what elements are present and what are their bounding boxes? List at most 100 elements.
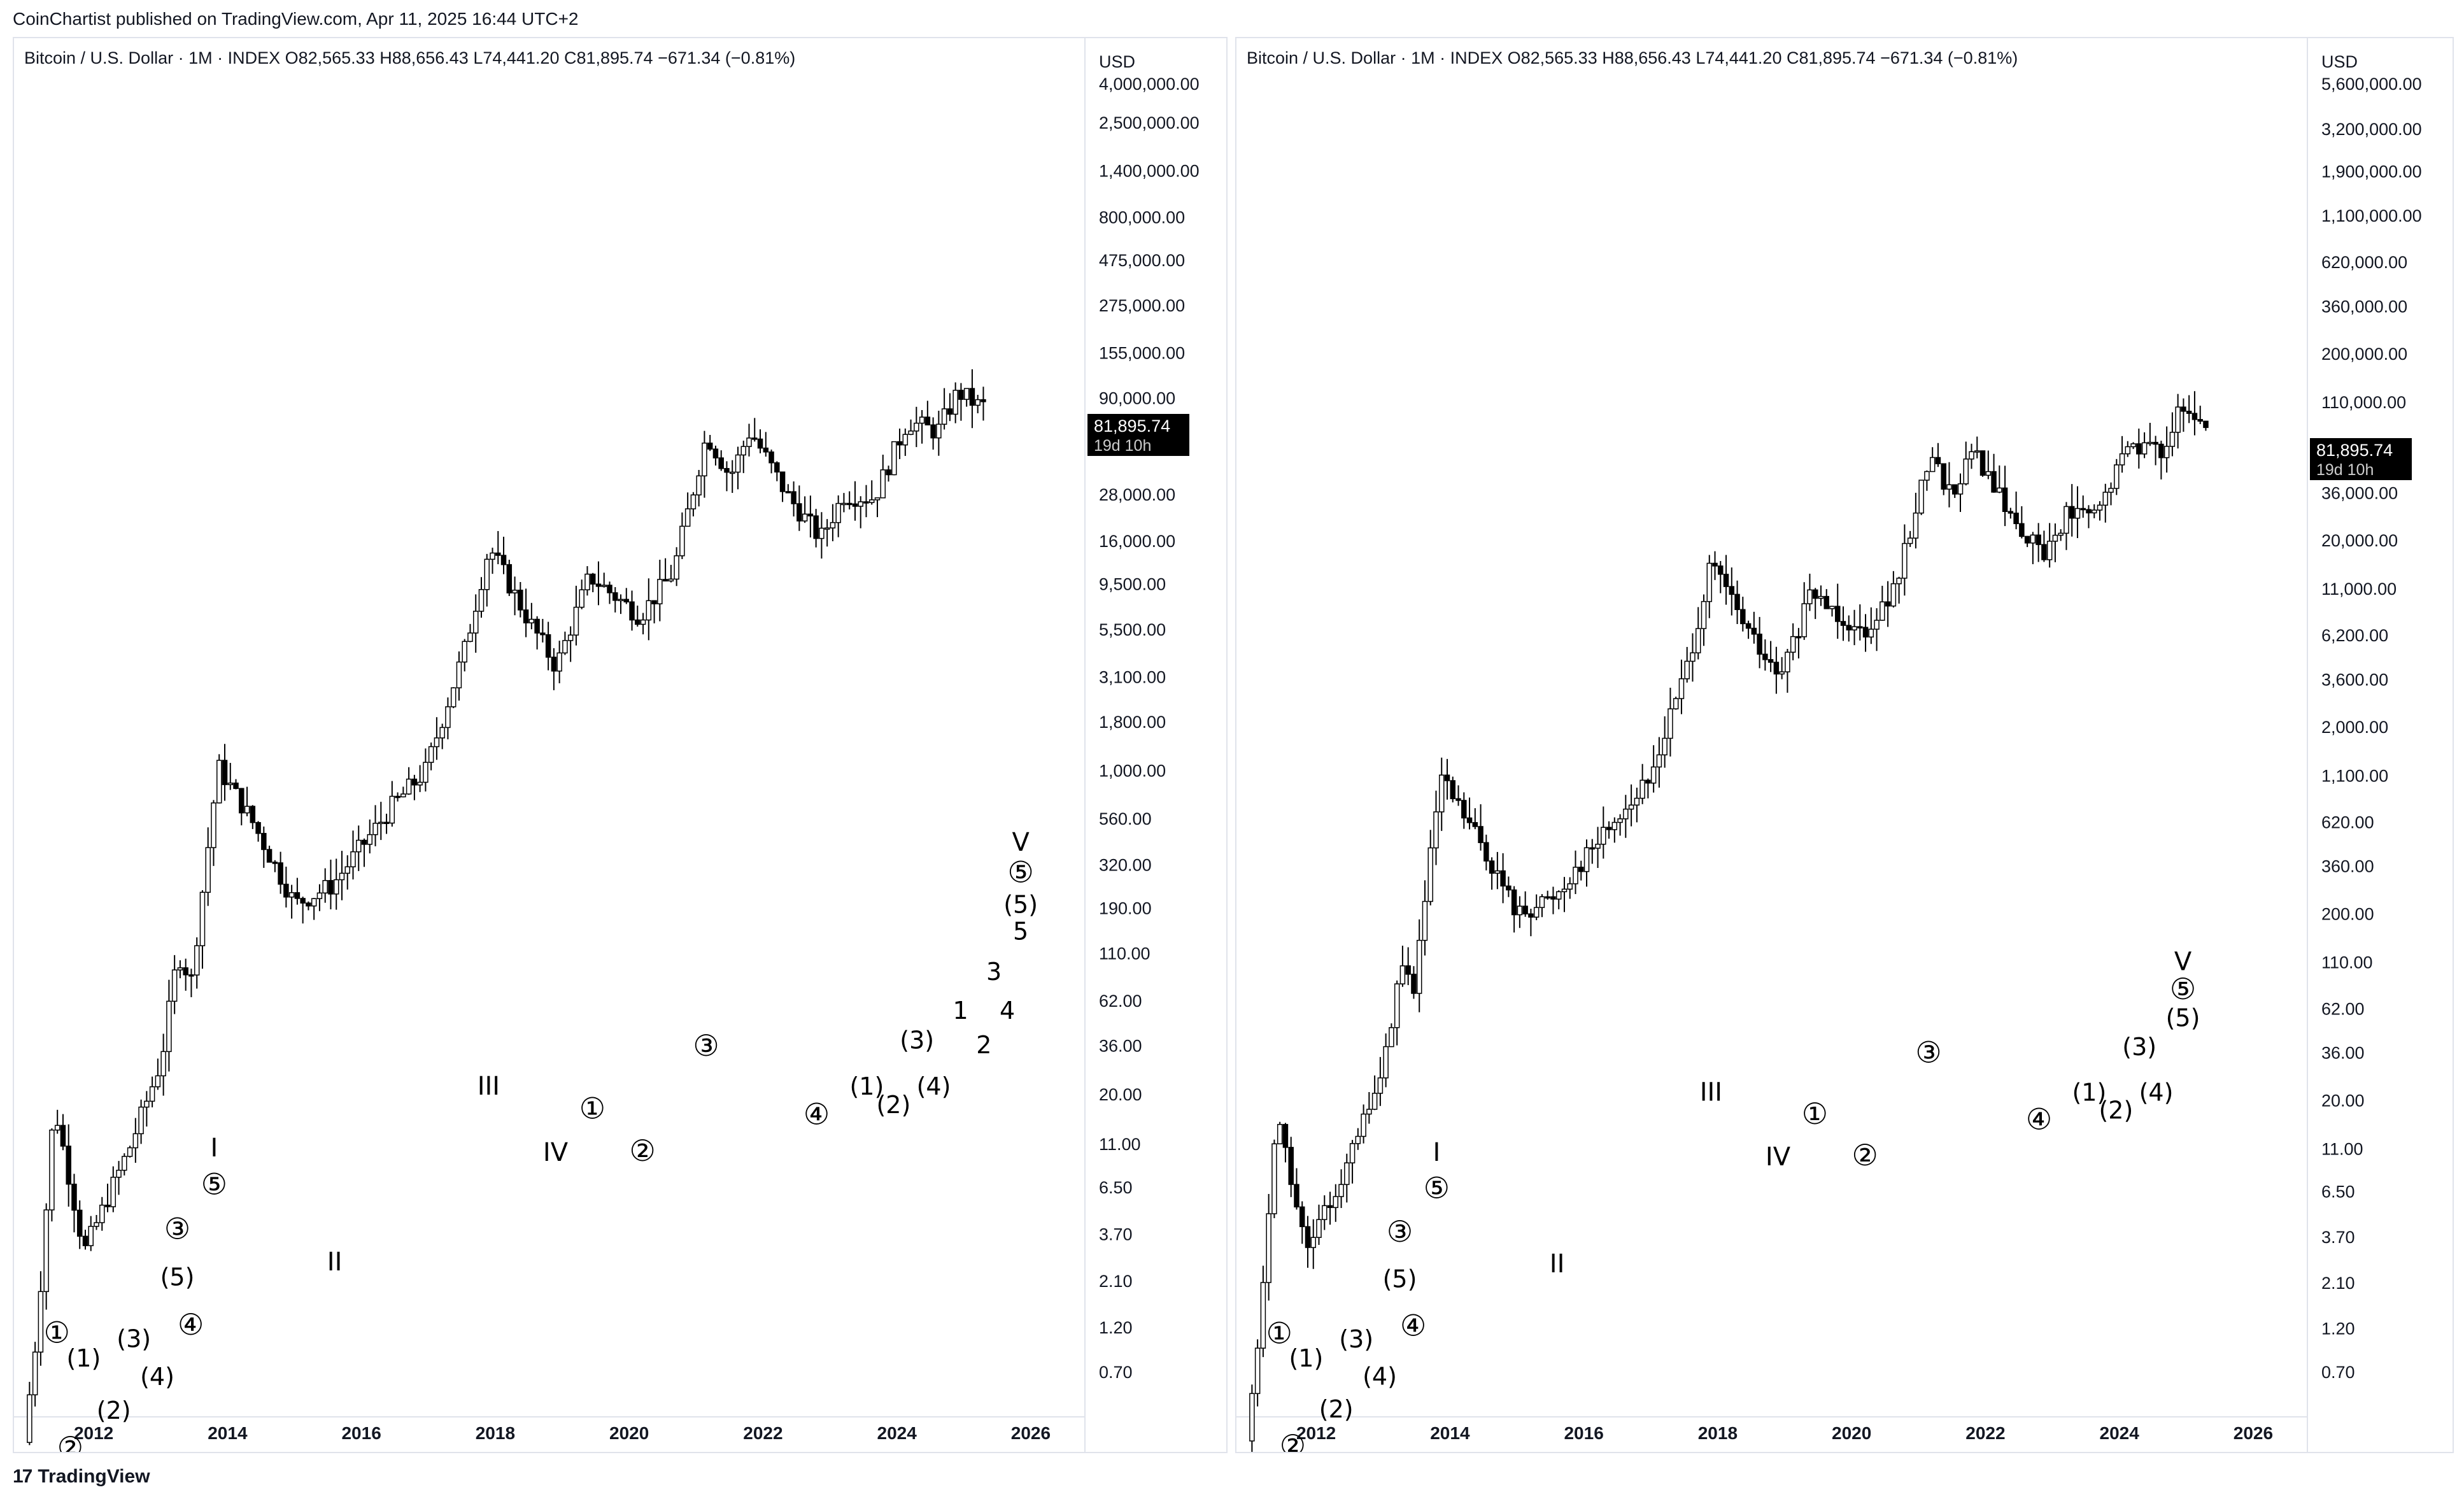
y-tick-label: 20.00 [1099,1085,1142,1104]
candle [807,495,814,538]
y-tick-label: 0.70 [2321,1363,2355,1382]
candle [1555,890,1562,909]
y-tick-label: 800,000.00 [1099,208,1185,227]
candle [1835,583,1841,639]
candle [484,553,490,607]
candle [1366,1091,1372,1124]
candle [1455,785,1461,806]
candle [149,1076,155,1107]
candle [1617,814,1623,836]
candle [1985,450,1992,480]
candle [54,1109,60,1134]
candle [1450,776,1456,803]
x-tick-label: 2026 [2234,1423,2273,1443]
y-tick-label: 1.20 [2321,1319,2355,1338]
candle [266,846,273,863]
candle [1299,1201,1305,1244]
candle [724,461,730,492]
candle [344,855,350,890]
candle [1628,784,1634,827]
chart-canvas[interactable]: USD 5,600,000.00 3,200,000.00 1,900,000.00 1… [1236,38,2453,1452]
candle [623,588,630,604]
chart-canvas[interactable]: USD 4,000,000.00 2,500,000.00 1,400,000.00 8… [14,38,1226,1452]
candle [1890,571,1897,608]
candle [1539,894,1545,918]
candle [1483,834,1489,870]
candle [450,687,457,709]
candle [1740,597,1746,632]
wave-label: (3) [900,1026,934,1054]
y-tick-label: 2,500,000.00 [1099,113,1200,132]
x-tick-label: 2020 [609,1423,649,1443]
candle [239,788,244,826]
candle [1857,604,1863,641]
candle [891,441,897,476]
wave-label: ④ [804,1097,830,1131]
y-tick-label: 11,000.00 [2321,579,2397,599]
wave-label: (1) [849,1072,884,1100]
chart-panel-left[interactable]: USD 4,000,000.00 2,500,000.00 1,400,000.00 8… [13,37,1228,1453]
bar-countdown: 19d 10h [2316,461,2374,479]
wave-label: ⑤ [1424,1171,1450,1205]
candle [2052,523,2058,562]
wave-label: IV [543,1138,569,1167]
candle [110,1166,117,1212]
candle [668,564,674,583]
candle [389,781,395,827]
wave-label: (4) [917,1072,951,1100]
candle [1946,462,1952,508]
y-tick-label: 320.00 [1099,856,1152,875]
candle [222,744,228,801]
candle [1807,573,1813,611]
candle [490,548,495,574]
wave-label: (3) [117,1325,151,1353]
candle [1751,611,1757,644]
chart-panel-right[interactable]: USD 5,600,000.00 3,200,000.00 1,900,000.00 1… [1235,37,2454,1453]
y-tick-label: 3.70 [1099,1225,1133,1244]
y-tick-label: 36.00 [1099,1037,1142,1056]
x-tick-label: 2018 [476,1423,515,1443]
wave-label: (3) [2122,1033,2156,1061]
candle [1422,880,1428,956]
candle [2086,505,2092,529]
candle [1500,853,1506,904]
currency-label: USD [2321,52,2358,71]
wave-label: ① [44,1316,70,1350]
candle [1790,623,1796,660]
wave-label: (4) [2139,1078,2174,1106]
y-tick-label: 62.00 [1099,991,1142,1011]
candle [729,460,735,494]
y-tick-label: 2,000.00 [2321,718,2388,737]
candle [1333,1184,1339,1222]
wave-label: (1) [66,1344,101,1372]
candle [684,492,691,527]
candle [2064,502,2069,550]
candle [1974,436,1980,458]
candle [1924,470,1930,491]
tradingview-brand[interactable]: 17 TradingView [13,1466,150,1488]
candle [144,1091,150,1127]
wave-label: ⑤ [201,1167,227,1202]
candle [1662,716,1667,768]
candle [1695,607,1701,660]
candle [981,387,986,421]
symbol-legend: Bitcoin / U.S. Dollar · 1M · INDEX O82,5… [1247,48,2018,67]
candle [138,1099,144,1144]
candle [841,493,847,513]
candle [1595,827,1601,869]
candle [495,530,501,565]
candle [612,587,618,613]
wave-label: ① [1266,1316,1292,1351]
candle [674,547,679,586]
candle [155,1058,161,1090]
y-tick-label: 2.10 [2321,1274,2355,1293]
candle [914,406,919,448]
y-tick-label: 620.00 [2321,813,2374,832]
candle [227,763,234,790]
wave-label: ① [1802,1097,1828,1131]
y-tick-label: 6,200.00 [2321,626,2388,645]
candle [1667,688,1673,757]
candle [1522,891,1528,917]
